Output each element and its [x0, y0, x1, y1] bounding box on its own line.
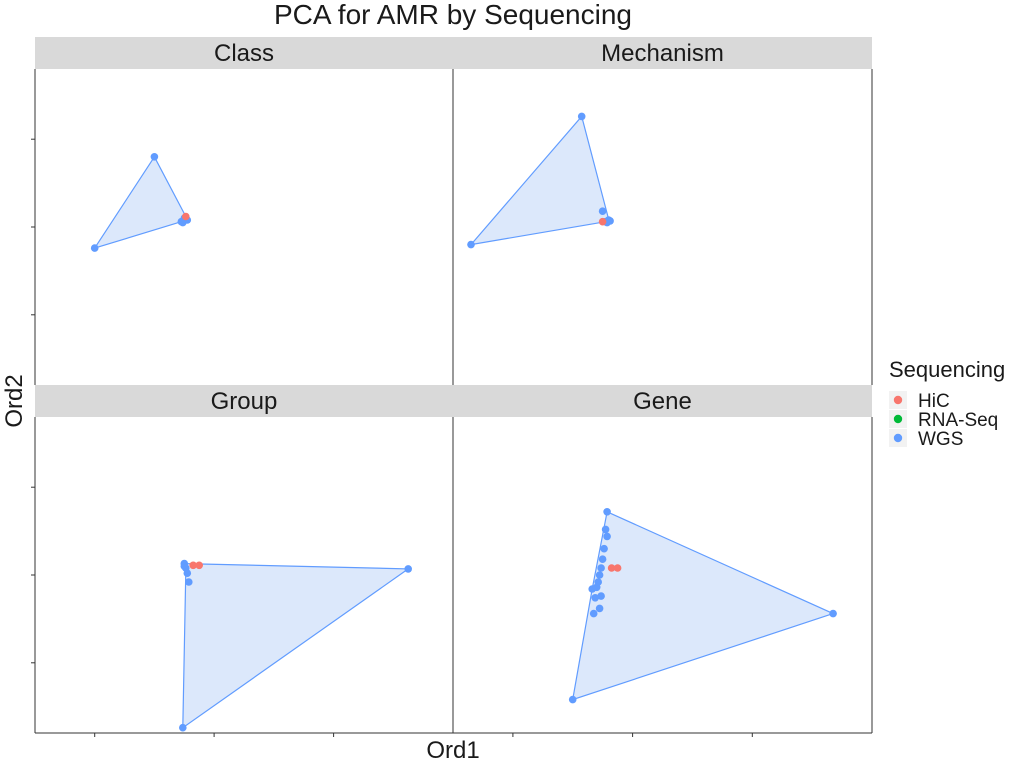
point-wgs-mechanism: [598, 207, 607, 215]
point-hic-class: [182, 212, 190, 221]
point-wgs-mechanism: [606, 217, 614, 225]
point-hic-gene: [613, 564, 622, 572]
legend-marker-rna-seq: [893, 414, 903, 424]
panel-gene: Gene: [452, 385, 873, 737]
point-wgs-mechanism: [577, 112, 586, 121]
panel-class: Class: [31, 37, 453, 385]
legend-marker-wgs: [893, 433, 903, 443]
point-wgs-gene: [597, 592, 605, 600]
point-wgs-class: [179, 218, 187, 227]
strip-label-gene: Gene: [633, 388, 692, 415]
strip-mechanism: [453, 37, 872, 69]
legend-label-hic: HiC: [918, 391, 950, 412]
legend-marker-hic: [893, 395, 903, 405]
point-wgs-group: [179, 723, 187, 732]
point-wgs-gene: [595, 571, 604, 579]
point-wgs-class: [90, 244, 99, 252]
point-wgs-gene: [597, 564, 605, 572]
strip-class: [35, 37, 453, 69]
y-axis-title: Ord2: [1, 374, 28, 427]
strip-label-class: Class: [214, 40, 274, 67]
point-wgs-gene: [595, 604, 604, 613]
point-wgs-gene: [603, 532, 611, 541]
legend-item-wgs: WGS: [889, 429, 963, 450]
strip-label-group: Group: [211, 388, 278, 415]
legend-item-hic: HiC: [889, 391, 950, 412]
strip-gene: [453, 385, 872, 417]
point-wgs-gene: [829, 609, 837, 618]
point-wgs-gene: [568, 695, 577, 704]
point-wgs-gene: [600, 544, 608, 553]
strip-group: [35, 385, 453, 417]
point-wgs-gene: [588, 585, 596, 593]
point-wgs-gene: [589, 609, 598, 618]
chart-title: PCA for AMR by Sequencing: [274, 0, 632, 30]
point-wgs-mechanism: [467, 240, 475, 249]
point-wgs-group: [404, 565, 413, 573]
point-wgs-gene: [601, 525, 610, 534]
legend-item-rna-seq: RNA-Seq: [889, 410, 998, 431]
point-wgs-gene: [598, 555, 607, 563]
panel-group: Group: [31, 385, 453, 737]
facet-panels: Class Mechanism Group Gene: [31, 37, 873, 737]
x-axis-title: Ord1: [426, 737, 479, 764]
legend-title: Sequencing: [889, 357, 1005, 382]
point-wgs-group: [183, 569, 192, 577]
strip-label-mechanism: Mechanism: [601, 40, 724, 67]
point-wgs-group: [185, 578, 193, 586]
point-wgs-gene: [591, 594, 599, 602]
point-hic-mechanism: [598, 217, 607, 226]
legend-label-wgs: WGS: [918, 429, 963, 450]
point-wgs-gene: [603, 508, 611, 516]
legend-label-rna-seq: RNA-Seq: [918, 410, 998, 431]
point-hic-group: [189, 561, 197, 570]
point-wgs-class: [150, 153, 159, 161]
panel-mechanism: Mechanism: [452, 37, 873, 385]
point-hic-group: [195, 561, 203, 570]
panel-background-class: [35, 69, 453, 385]
point-hic-gene: [607, 564, 616, 572]
